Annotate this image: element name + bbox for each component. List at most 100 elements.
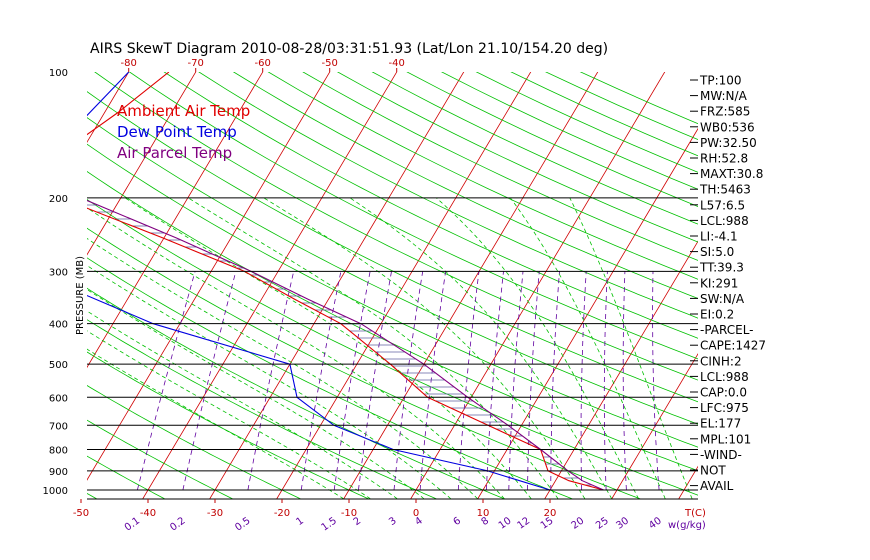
dry-adiabat-line — [128, 72, 698, 360]
dry-adiabat-line — [406, 72, 698, 207]
bottom-temp-tick-label: 20 — [544, 508, 557, 519]
mixing-ratio-line — [652, 271, 660, 491]
moist-adiabat-line — [87, 288, 425, 499]
mixing-ratio-tick-label: 2 — [352, 515, 364, 528]
profile-lines — [87, 72, 604, 491]
isobars — [87, 197, 698, 500]
legend-entry: Ambient Air Temp — [117, 102, 250, 120]
dry-adiabat-line — [87, 227, 641, 499]
dry-adiabat-line — [87, 455, 165, 499]
mixing-ratio-tick-label: 1.5 — [320, 515, 339, 533]
dry-adiabat-line — [87, 257, 573, 499]
isotherm-line — [611, 353, 698, 499]
isotherm-line — [87, 72, 197, 256]
top-temp-tick-label: -40 — [389, 58, 405, 69]
index-value: FRZ:585 — [700, 105, 750, 119]
legend-entry: Dew Point Temp — [117, 123, 237, 141]
isotherm-line — [343, 72, 599, 499]
isotherm-line — [544, 240, 698, 499]
index-value: SI:5.0 — [700, 245, 734, 259]
index-value: SW:N/A — [700, 292, 745, 306]
y-axis-label: PRESSURE (MB) — [75, 256, 86, 335]
dry-adiabat-line — [94, 72, 698, 381]
isotherm-line — [87, 72, 130, 143]
index-value: TP:100 — [699, 74, 742, 88]
moist-adiabat-line — [436, 197, 639, 499]
dry-adiabat-line — [198, 72, 698, 319]
bottom-temp-tick-label: -50 — [73, 508, 89, 519]
index-value: RH:52.8 — [700, 152, 748, 166]
bottom-temp-tick-label: 0 — [413, 508, 419, 519]
isotherm-line — [87, 72, 331, 481]
isotherm-line — [0, 53, 6, 499]
pressure-tick-label: 500 — [49, 360, 68, 371]
dry-adiabat-line — [302, 72, 698, 261]
moist-adiabat-line — [124, 197, 532, 499]
mixing-ratio-line — [300, 271, 342, 491]
moist-adiabat-line — [87, 348, 344, 499]
mixing-ratio-tick-label: 10 — [497, 515, 514, 531]
index-value: NOT — [700, 464, 726, 478]
isotherm-line — [209, 72, 465, 499]
mixing-ratio-line — [333, 271, 371, 491]
index-value: MAXT:30.8 — [700, 167, 763, 181]
top-temp-tick-label: -70 — [188, 58, 204, 69]
mixing-ratio-tick-label: 1 — [294, 515, 306, 528]
bottom-temp-tick-label: -10 — [341, 508, 357, 519]
dry-adiabat-line — [510, 72, 698, 157]
mixing-ratio-line — [622, 271, 627, 491]
index-value: LFC:975 — [700, 401, 749, 415]
dew-point-temp-line — [87, 72, 551, 491]
dry-adiabat-line — [87, 319, 437, 499]
index-value: -WIND- — [700, 448, 742, 462]
pressure-tick-label: 600 — [49, 393, 68, 404]
index-value: CAP:0.0 — [700, 386, 747, 400]
index-value: AVAIL — [700, 479, 734, 493]
bottom-temp-tick-label: -40 — [140, 508, 156, 519]
mixing-ratio-tick-label: 0.5 — [233, 515, 252, 533]
moist-adiabat-line — [509, 197, 666, 499]
pressure-tick-label: 900 — [49, 467, 68, 478]
index-value: LI:-4.1 — [700, 230, 738, 244]
pressure-tick-label: 400 — [49, 320, 68, 331]
legend: Ambient Air Temp Dew Point Temp Air Parcel… — [117, 102, 250, 162]
index-value: CINH:2 — [700, 354, 742, 368]
index-value: TH:5463 — [699, 183, 751, 197]
mixing-ratio-line — [393, 271, 424, 491]
isotherm-line — [746, 53, 870, 499]
dry-adiabat-line — [87, 171, 698, 472]
bottom-temp-tick-label: 10 — [477, 508, 490, 519]
mixing-ratio-line — [550, 271, 560, 490]
mixing-ratio-unit-label: w(g/kg) — [668, 520, 706, 531]
mixing-ratio-line — [457, 271, 480, 491]
mixing-ratio-tick-label: 8 — [480, 515, 492, 528]
moist-adiabat-line — [349, 197, 613, 499]
index-value: EI:0.2 — [700, 308, 734, 322]
dry-adiabat-line — [267, 72, 698, 280]
bottom-temp-tick-label: -30 — [207, 508, 223, 519]
mixing-ratio-line — [527, 271, 540, 491]
dry-adiabat-line — [336, 72, 698, 243]
dry-adiabat-line — [441, 72, 698, 190]
mixing-ratio-line — [419, 271, 446, 491]
index-value: -PARCEL- — [700, 323, 754, 337]
isotherm-line — [813, 53, 870, 499]
mixing-ratio-tick-label: 20 — [570, 515, 587, 531]
index-value: WB0:536 — [700, 120, 755, 134]
pressure-tick-label: 800 — [49, 445, 68, 456]
mixing-ratio-line — [358, 271, 392, 491]
mixing-ratio-tick-label: 4 — [413, 515, 425, 528]
top-temp-tick-label: -60 — [255, 58, 271, 69]
mixing-ratio-tick-label: 6 — [451, 515, 463, 528]
mixing-ratio-line — [508, 271, 524, 491]
isotherm-line — [276, 72, 532, 499]
dry-adiabat-line — [87, 143, 698, 448]
mixing-ratio-tick-label: 40 — [647, 515, 664, 531]
mixing-ratio-tick-label: 3 — [387, 515, 399, 528]
background-grid — [0, 53, 870, 499]
mixing-ratio-line — [486, 271, 504, 491]
index-value: CAPE:1427 — [700, 339, 766, 353]
dry-adiabat-line — [87, 287, 505, 499]
moist-adiabat-line — [87, 330, 371, 499]
